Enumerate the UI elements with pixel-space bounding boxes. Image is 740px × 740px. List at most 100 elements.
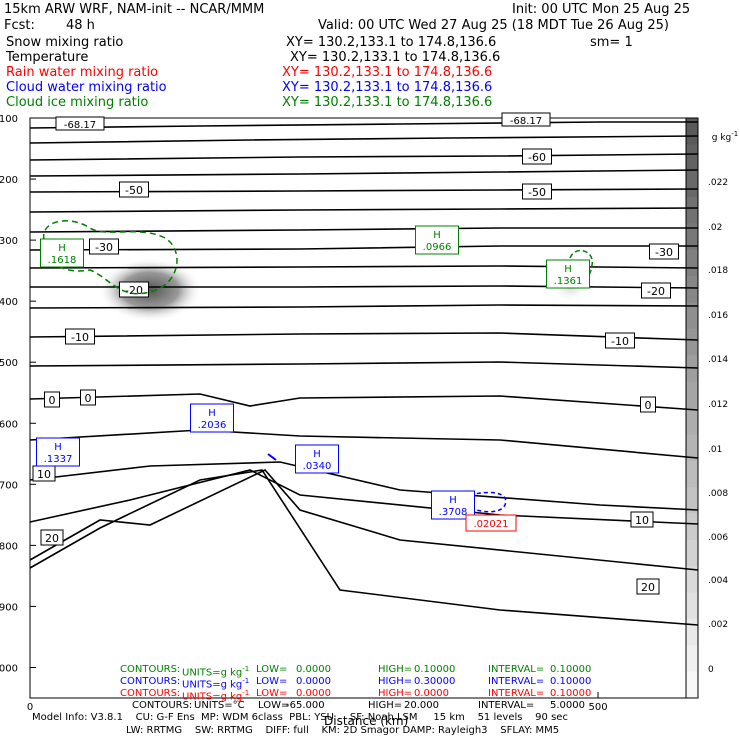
isotherm-label: -10 (611, 335, 629, 348)
tmin-label-box (55, 116, 105, 131)
cloud-water-contour (469, 491, 507, 513)
colorbar-tick-label: .008 (708, 489, 728, 499)
colorbar-cell (686, 118, 698, 145)
isotherm-label-box (89, 238, 119, 255)
extremum-box (546, 259, 590, 289)
field-xy: XY= 130.2,133.1 to 174.8,136.6 (282, 65, 493, 80)
y-tick-label: 100 (0, 114, 18, 125)
contour-legend-low: LOW= (256, 676, 288, 687)
colorbar-tick-label: .016 (708, 311, 728, 321)
field-name: Cloud water mixing ratio (6, 80, 167, 95)
colorbar-unit: g kg-1 (711, 130, 739, 143)
isotherm-label-box (605, 332, 635, 349)
isotherm-label: 20 (641, 581, 655, 594)
model-info-line1: Model Info: V3.8.1 CU: G-F Ens MP: WDM 6… (32, 712, 568, 723)
isotherm-label: -20 (647, 285, 665, 298)
contour-legend-high: HIGH= (378, 676, 413, 687)
contour-legend-units: UNITS=g kg-1 (182, 677, 250, 691)
colorbar-cell (686, 618, 698, 646)
colorbar-cell (686, 302, 698, 330)
extremum-symbol: H (313, 449, 321, 460)
cloud-ice-contour (43, 220, 178, 295)
extremum-value: .3708 (439, 507, 468, 518)
contour-legend-high: HIGH= (368, 700, 403, 711)
isotherm-line (29, 393, 699, 411)
colorbar-tick-label: .004 (708, 576, 728, 586)
colorbar-cell (686, 645, 698, 673)
colorbar-tick-label: .002 (708, 620, 728, 630)
colorbar-cell (686, 276, 698, 304)
contour-legend-high-value: 20.000 (404, 700, 439, 711)
init-time: Init: 00 UTC Mon 25 Aug 25 (512, 2, 691, 17)
isotherm-line (30, 285, 699, 289)
colorbar-tick-label: .01 (708, 445, 722, 455)
y-tick-label: 1000 (0, 663, 18, 674)
field-name: Temperature (6, 50, 89, 65)
extremum-value: .1361 (554, 276, 583, 287)
contour-legend-low-value: -65.000 (286, 700, 325, 711)
contour-legend-label: CONTOURS: (132, 700, 193, 711)
colorbar-cell (686, 513, 698, 541)
extremum-symbol: H (564, 264, 572, 275)
isotherm-line (29, 304, 699, 309)
contour-legend-low-value: 0.0000 (296, 688, 331, 699)
colorbar-cell (686, 408, 698, 435)
contour-legend-label: CONTOURS: (120, 664, 181, 675)
contour-legend-interval: INTERVAL= (488, 664, 545, 675)
contour-legend-interval-value: 5.0000 (550, 700, 585, 711)
y-tick-label: 200 (0, 175, 18, 186)
field-xy: XY= 130.2,133.1 to 174.8,136.6 (290, 50, 501, 65)
isotherm-line (29, 227, 698, 233)
extremum-value: .1618 (48, 255, 77, 266)
extremum-value: .2036 (198, 420, 227, 431)
contour-legend-units: UNITS=g kg-1 (182, 689, 250, 703)
contour-legend-interval: INTERVAL= (478, 700, 535, 711)
y-tick-label: 900 (0, 602, 18, 613)
valid-time: Valid: 00 UTC Wed 27 Aug 25 (18 MDT Tue … (318, 18, 669, 33)
contour-legend-units: UNITS=g kg-1 (182, 665, 250, 679)
isotherm-line (29, 469, 699, 626)
colorbar-tick-label: .018 (708, 266, 728, 276)
cloud-water-contour (267, 453, 277, 461)
fcst-label: Fcst: (4, 18, 35, 33)
isotherm-line (29, 207, 699, 213)
isotherm-label-box (40, 529, 64, 546)
extremum-value: .0340 (303, 461, 332, 472)
colorbar-cell (686, 170, 698, 198)
isotherm-label: -50 (125, 184, 143, 197)
y-tick-label: 500 (0, 358, 18, 369)
contour-legend-interval: INTERVAL= (488, 688, 545, 699)
contour-legend-interval-value: 0.10000 (550, 688, 592, 699)
colorbar-cell (686, 487, 698, 514)
model-info-line2: LW: RRTMG SW: RRTMG DIFF: full KM: 2D Sm… (126, 725, 560, 736)
field-name: Cloud ice mixing ratio (6, 95, 149, 110)
isotherm-line (29, 245, 698, 251)
x-tick-label: 500 (588, 702, 607, 713)
isotherm-label-box (640, 396, 656, 413)
isotherm-label-box (522, 183, 552, 200)
isotherm-label: 0 (645, 399, 652, 412)
tmin-label-box (501, 112, 551, 127)
colorbar-cell (686, 566, 698, 594)
contour-legend-label: CONTOURS: (120, 676, 181, 687)
x-tick-label: 0 (27, 702, 33, 713)
colorbar-cell (686, 592, 698, 620)
isotherm-label: -50 (528, 186, 546, 199)
y-tick-label: 700 (0, 480, 18, 491)
field-name: Snow mixing ratio (6, 35, 124, 50)
extremum-value: .1337 (44, 454, 73, 465)
field-xy: XY= 130.2,133.1 to 174.8,136.6 (286, 35, 497, 50)
isotherm-label-box (119, 181, 149, 198)
contour-legend-label: CONTOURS: (120, 688, 181, 699)
extremum-symbol: H (208, 408, 216, 419)
contour-legend-low-value: 0.0000 (296, 664, 331, 675)
extremum-box (295, 444, 339, 474)
contour-legend-high-value: 0.10000 (414, 664, 456, 675)
contour-legend-high-value: 0.30000 (414, 676, 456, 687)
isotherm-label: 10 (37, 468, 51, 481)
colorbar-cell (686, 355, 698, 383)
isotherm-line (29, 461, 699, 511)
contour-legend-interval-value: 0.10000 (550, 676, 592, 687)
y-tick-label: 400 (0, 297, 18, 308)
